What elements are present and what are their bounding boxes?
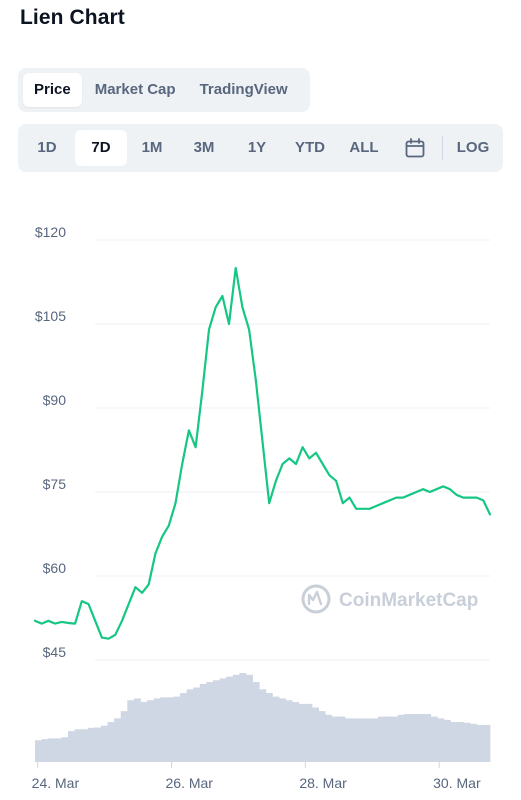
volume-bar bbox=[140, 702, 148, 762]
volume-bar bbox=[74, 729, 82, 762]
volume-bar bbox=[173, 696, 181, 762]
range-3m-button[interactable]: 3M bbox=[193, 139, 215, 156]
y-tick-label: $105 bbox=[35, 308, 66, 324]
volume-bar bbox=[246, 674, 254, 762]
page-title: Lien Chart bbox=[20, 6, 125, 29]
volume-bar bbox=[94, 727, 102, 762]
volume-bar bbox=[199, 683, 207, 762]
volume-bar bbox=[114, 718, 122, 762]
volume-bar bbox=[437, 718, 445, 762]
volume-bar bbox=[470, 723, 478, 762]
y-tick-label: $60 bbox=[43, 560, 67, 576]
volume-bar bbox=[35, 740, 42, 762]
volume-bar bbox=[186, 689, 194, 762]
volume-bar bbox=[166, 697, 174, 762]
volume-bar bbox=[213, 680, 221, 762]
volume-bar bbox=[318, 711, 326, 762]
volume-bar bbox=[226, 676, 234, 762]
volume-bar bbox=[371, 718, 379, 762]
volume-bar bbox=[272, 696, 280, 762]
volume-bar bbox=[443, 719, 451, 762]
view-tabs: Price Market Cap TradingView bbox=[18, 68, 310, 112]
volume-bar bbox=[457, 722, 465, 762]
x-tick-label: 24. Mar bbox=[32, 775, 80, 791]
volume-bar bbox=[391, 716, 399, 762]
volume-bar bbox=[298, 703, 306, 762]
tab-price[interactable]: Price bbox=[23, 73, 82, 107]
volume-bar bbox=[384, 716, 392, 762]
log-scale-button[interactable]: LOG bbox=[456, 139, 490, 156]
volume-bar bbox=[87, 727, 95, 762]
tab-market-cap[interactable]: Market Cap bbox=[94, 81, 176, 98]
volume-bar bbox=[67, 731, 75, 762]
volume-bar bbox=[364, 718, 372, 762]
x-tick-label: 26. Mar bbox=[166, 775, 214, 791]
volume-bar bbox=[239, 673, 247, 762]
volume-bar bbox=[81, 729, 89, 762]
range-selector: 1D 7D 1M 3M 1Y YTD ALL LOG bbox=[18, 124, 503, 172]
range-7d-button[interactable]: 7D bbox=[75, 130, 127, 166]
volume-bar bbox=[351, 718, 359, 762]
watermark: CoinMarketCap bbox=[301, 584, 478, 614]
volume-bar bbox=[430, 716, 438, 762]
volume-bar bbox=[252, 682, 260, 762]
volume-bar bbox=[133, 698, 141, 762]
volume-bar bbox=[107, 722, 115, 762]
volume-bar bbox=[147, 700, 155, 762]
volume-bar bbox=[219, 678, 227, 762]
volume-bar bbox=[54, 738, 62, 762]
x-tick-label: 28. Mar bbox=[299, 775, 347, 791]
range-1m-button[interactable]: 1M bbox=[141, 139, 163, 156]
volume-bar bbox=[160, 697, 168, 762]
volume-bar bbox=[325, 714, 333, 762]
range-all-button[interactable]: ALL bbox=[349, 139, 379, 156]
volume-bar bbox=[397, 714, 405, 762]
volume-bar bbox=[450, 722, 458, 762]
volume-bar bbox=[424, 714, 432, 762]
volume-bar bbox=[377, 716, 385, 762]
watermark-text: CoinMarketCap bbox=[339, 590, 478, 611]
volume-bar bbox=[404, 714, 412, 762]
volume-bar bbox=[48, 738, 56, 762]
volume-bar bbox=[259, 689, 267, 762]
volume-bar bbox=[338, 716, 346, 762]
volume-bar bbox=[285, 700, 293, 762]
tab-tradingview[interactable]: TradingView bbox=[199, 81, 288, 98]
volume-bar bbox=[417, 714, 425, 762]
volume-bar bbox=[127, 700, 135, 762]
range-ytd-button[interactable]: YTD bbox=[295, 139, 325, 156]
calendar-icon[interactable] bbox=[405, 138, 425, 158]
range-1d-button[interactable]: 1D bbox=[37, 139, 57, 156]
volume-bar bbox=[331, 716, 339, 762]
volume-bar bbox=[193, 687, 201, 762]
y-tick-label: $90 bbox=[43, 392, 67, 408]
volume-bar bbox=[311, 707, 319, 762]
range-1y-button[interactable]: 1Y bbox=[247, 139, 267, 156]
y-tick-label: $45 bbox=[43, 644, 67, 660]
volume-bar bbox=[278, 698, 286, 762]
volume-bar bbox=[265, 692, 273, 762]
volume-bar bbox=[483, 724, 491, 762]
volume-bar bbox=[305, 703, 313, 762]
volume-bar bbox=[344, 718, 352, 762]
volume-bar bbox=[463, 722, 471, 762]
volume-bar bbox=[100, 725, 108, 762]
volume-bar bbox=[358, 718, 366, 762]
volume-bar bbox=[180, 692, 188, 762]
volume-bar bbox=[292, 702, 300, 762]
volume-bar bbox=[232, 674, 240, 762]
range-divider bbox=[442, 136, 443, 160]
volume-bar bbox=[206, 682, 214, 762]
volume-bar bbox=[476, 724, 484, 762]
volume-bar bbox=[120, 711, 128, 762]
volume-bar bbox=[41, 739, 49, 762]
price-line bbox=[33, 266, 492, 640]
y-tick-label: $120 bbox=[35, 224, 66, 240]
volume-bar bbox=[153, 698, 161, 762]
volume-bar bbox=[61, 737, 69, 762]
volume-bar bbox=[410, 714, 418, 762]
y-tick-label: $75 bbox=[43, 476, 67, 492]
x-tick-label: 30. Mar bbox=[433, 775, 481, 791]
